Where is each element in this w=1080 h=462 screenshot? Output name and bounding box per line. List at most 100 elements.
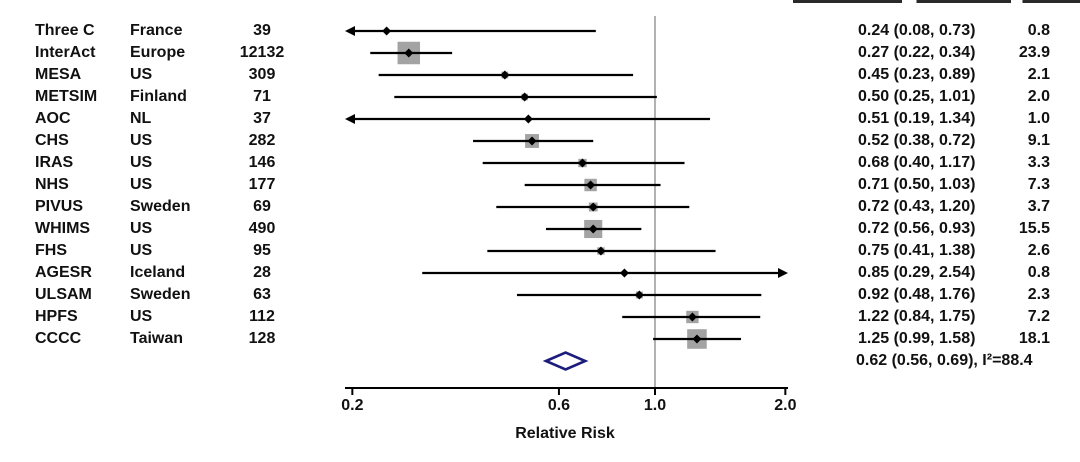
point-estimate-marker	[577, 158, 587, 168]
sample-size-label: 71	[253, 88, 271, 105]
point-estimate-marker	[523, 114, 533, 124]
cropped-header-artifact	[793, 0, 1080, 3]
sample-size-label: 12132	[239, 44, 285, 61]
study-name-label: NHS	[35, 176, 69, 193]
study-name-label: FHS	[35, 242, 67, 259]
rr-ci-label: 0.68 (0.40, 1.17)	[858, 154, 976, 171]
location-label: Finland	[130, 88, 187, 105]
sample-size-label: 146	[248, 154, 276, 171]
rr-ci-label: 0.85 (0.29, 2.54)	[858, 264, 976, 281]
point-estimate-marker	[500, 70, 510, 80]
weight-label: 2.0	[1027, 88, 1050, 105]
summary-estimate-label: 0.62 (0.56, 0.69), I²=88.4	[856, 352, 1033, 369]
location-label: Sweden	[130, 286, 191, 303]
location-label: Sweden	[130, 198, 191, 215]
arrow-left-icon	[345, 26, 355, 36]
sample-size-label: 39	[253, 22, 271, 39]
study-name-label: Three C	[35, 22, 95, 39]
weight-label: 1.0	[1027, 110, 1050, 127]
point-estimate-marker	[404, 48, 414, 58]
location-label: US	[130, 308, 153, 325]
location-label: US	[130, 132, 153, 149]
sample-size-label: 490	[248, 220, 276, 237]
study-name-label: CHS	[35, 132, 69, 149]
study-name-label: AGESR	[35, 264, 92, 281]
rr-ci-label: 1.25 (0.99, 1.58)	[858, 330, 976, 347]
weight-label: 0.8	[1027, 22, 1050, 39]
rr-ci-label: 0.71 (0.50, 1.03)	[858, 176, 976, 193]
arrow-right-icon	[778, 268, 788, 278]
location-label: US	[130, 66, 153, 83]
weight-label: 7.2	[1027, 308, 1050, 325]
summary-diamond	[542, 351, 589, 371]
point-estimate-marker	[634, 290, 644, 300]
rr-ci-label: 0.92 (0.48, 1.76)	[858, 286, 976, 303]
rr-ci-label: 0.24 (0.08, 0.73)	[858, 22, 976, 39]
weight-label: 0.8	[1027, 264, 1050, 281]
weight-label: 23.9	[1018, 44, 1050, 61]
location-label: Europe	[130, 44, 186, 61]
rr-ci-label: 0.72 (0.56, 0.93)	[858, 220, 976, 237]
study-name-label: ULSAM	[35, 286, 92, 303]
study-name-label: CCCC	[35, 330, 82, 347]
location-label: US	[130, 220, 153, 237]
sample-size-label: 63	[253, 286, 271, 303]
weight-label: 15.5	[1018, 220, 1050, 237]
location-label: US	[130, 176, 153, 193]
sample-size-label: 112	[249, 308, 275, 325]
study-name-label: InterAct	[35, 44, 96, 61]
rr-ci-label: 0.27 (0.22, 0.34)	[858, 44, 976, 61]
weight-label: 3.3	[1027, 154, 1050, 171]
study-name-label: IRAS	[35, 154, 74, 171]
weight-label: 7.3	[1027, 176, 1050, 193]
weight-label: 2.1	[1027, 66, 1050, 83]
sample-size-label: 69	[253, 198, 271, 215]
location-label: Taiwan	[130, 330, 184, 347]
point-estimate-marker	[520, 92, 530, 102]
rr-ci-label: 0.50 (0.25, 1.01)	[858, 88, 976, 105]
weight-label: 9.1	[1027, 132, 1050, 149]
sample-size-label: 177	[248, 176, 276, 193]
point-estimate-marker	[596, 246, 606, 256]
rr-ci-label: 0.45 (0.23, 0.89)	[858, 66, 976, 83]
rr-ci-label: 0.51 (0.19, 1.34)	[858, 110, 976, 127]
location-label: US	[130, 242, 153, 259]
point-estimate-marker	[692, 334, 702, 344]
study-name-label: PIVUS	[35, 198, 84, 215]
sample-size-label: 28	[253, 264, 271, 281]
x-tick-label: 0.6	[547, 397, 571, 414]
study-name-label: AOC	[35, 110, 71, 127]
point-estimate-marker	[619, 268, 629, 278]
arrow-left-icon	[345, 114, 355, 124]
location-label: NL	[130, 110, 152, 127]
rr-ci-label: 0.52 (0.38, 0.72)	[858, 132, 976, 149]
location-label: Iceland	[130, 264, 186, 281]
sample-size-label: 37	[253, 110, 271, 127]
point-estimate-marker	[586, 180, 596, 190]
point-estimate-marker	[588, 202, 598, 212]
location-label: US	[130, 154, 153, 171]
sample-size-label: 309	[248, 66, 276, 83]
weight-label: 18.1	[1018, 330, 1050, 347]
point-estimate-marker	[687, 312, 697, 322]
weight-label: 2.3	[1027, 286, 1050, 303]
study-name-label: METSIM	[35, 88, 98, 105]
study-name-label: MESA	[35, 66, 82, 83]
sample-size-label: 128	[248, 330, 276, 347]
study-name-label: WHIMS	[35, 220, 91, 237]
x-tick-label: 2.0	[774, 397, 797, 414]
x-axis-title: Relative Risk	[515, 425, 615, 442]
weight-label: 2.6	[1027, 242, 1050, 259]
point-estimate-marker	[527, 136, 537, 146]
x-tick-label: 0.2	[341, 397, 364, 414]
study-name-label: HPFS	[35, 308, 78, 325]
rr-ci-label: 0.75 (0.41, 1.38)	[858, 242, 976, 259]
sample-size-label: 282	[248, 132, 276, 149]
point-estimate-marker	[588, 224, 598, 234]
point-estimate-marker	[382, 26, 392, 36]
rr-ci-label: 1.22 (0.84, 1.75)	[858, 308, 976, 325]
sample-size-label: 95	[253, 242, 271, 259]
x-tick-label: 1.0	[643, 397, 667, 414]
